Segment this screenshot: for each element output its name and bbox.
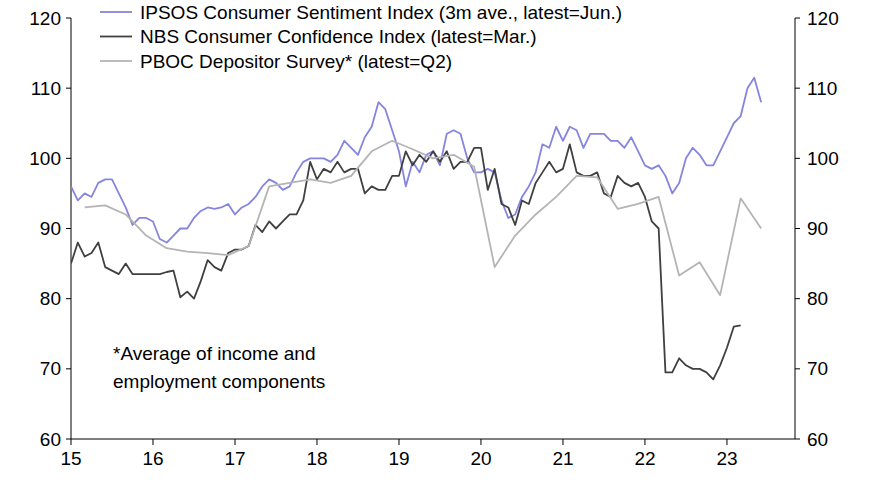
legend-label: NBS Consumer Confidence Index (latest=Ma… <box>140 26 537 47</box>
plot-lines <box>71 78 761 380</box>
x-tick <box>316 439 317 445</box>
legend-swatch <box>100 11 132 13</box>
y2-tick-label: 60 <box>807 429 828 450</box>
x-tick-label: 17 <box>224 448 245 469</box>
legend-swatch <box>100 60 132 62</box>
x-tick-label: 16 <box>142 448 163 469</box>
series-line <box>85 141 761 295</box>
chart: 60 70 80 90 100 110 120 60 70 80 90 100 110 120 15 16 17… <box>0 0 873 482</box>
legend-label: PBOC Depositor Survey* (latest=Q2) <box>140 51 452 72</box>
x-tick <box>644 439 645 445</box>
y2-tick-label: 100 <box>807 148 839 169</box>
x-tick-label: 22 <box>634 448 655 469</box>
y-tick <box>66 298 71 299</box>
x-tick <box>398 439 399 445</box>
y-tick <box>66 228 71 229</box>
y-tick <box>66 88 71 89</box>
y-tick-label: 110 <box>31 78 61 99</box>
legend-label: IPSOS Consumer Sentiment Index (3m ave.,… <box>140 2 622 23</box>
x-tick-label: 19 <box>388 448 409 469</box>
y2-tick <box>795 18 800 19</box>
x-tick <box>726 439 727 445</box>
y-tick-label: 90 <box>40 218 61 239</box>
x-tick <box>71 439 72 445</box>
y-tick-label: 60 <box>40 429 61 450</box>
annotation: employment components <box>113 371 325 392</box>
y-tick-label: 100 <box>29 148 61 169</box>
y2-tick <box>795 158 800 159</box>
x-tick-label: 15 <box>60 448 81 469</box>
y2-tick <box>795 298 800 299</box>
x-tick-label: 21 <box>552 448 573 469</box>
y2-tick <box>795 88 800 89</box>
y-tick-label: 80 <box>40 288 61 309</box>
series-line <box>71 144 741 379</box>
x-tick <box>152 439 153 445</box>
y-tick-label: 120 <box>29 8 61 29</box>
x-tick <box>562 439 563 445</box>
legend-swatch <box>100 36 132 38</box>
x-tick-label: 18 <box>306 448 327 469</box>
y2-tick <box>795 368 800 369</box>
annotation: *Average of income and <box>113 343 315 364</box>
x-tick-label: 20 <box>470 448 491 469</box>
y2-tick-label: 90 <box>807 218 828 239</box>
x-tick-label: 23 <box>716 448 737 469</box>
y-tick <box>66 18 71 19</box>
y-tick-label: 70 <box>40 358 61 379</box>
x-tick <box>480 439 481 445</box>
y-tick <box>66 158 71 159</box>
y2-tick <box>795 439 800 440</box>
y2-tick-label: 70 <box>807 358 828 379</box>
y2-tick-label: 80 <box>807 288 828 309</box>
x-axis <box>71 439 795 440</box>
y-tick <box>66 439 71 440</box>
y2-tick <box>795 228 800 229</box>
y2-tick-label: 120 <box>807 8 839 29</box>
x-tick <box>234 439 235 445</box>
y2-tick-label: 110 <box>807 78 837 99</box>
y-tick <box>66 368 71 369</box>
